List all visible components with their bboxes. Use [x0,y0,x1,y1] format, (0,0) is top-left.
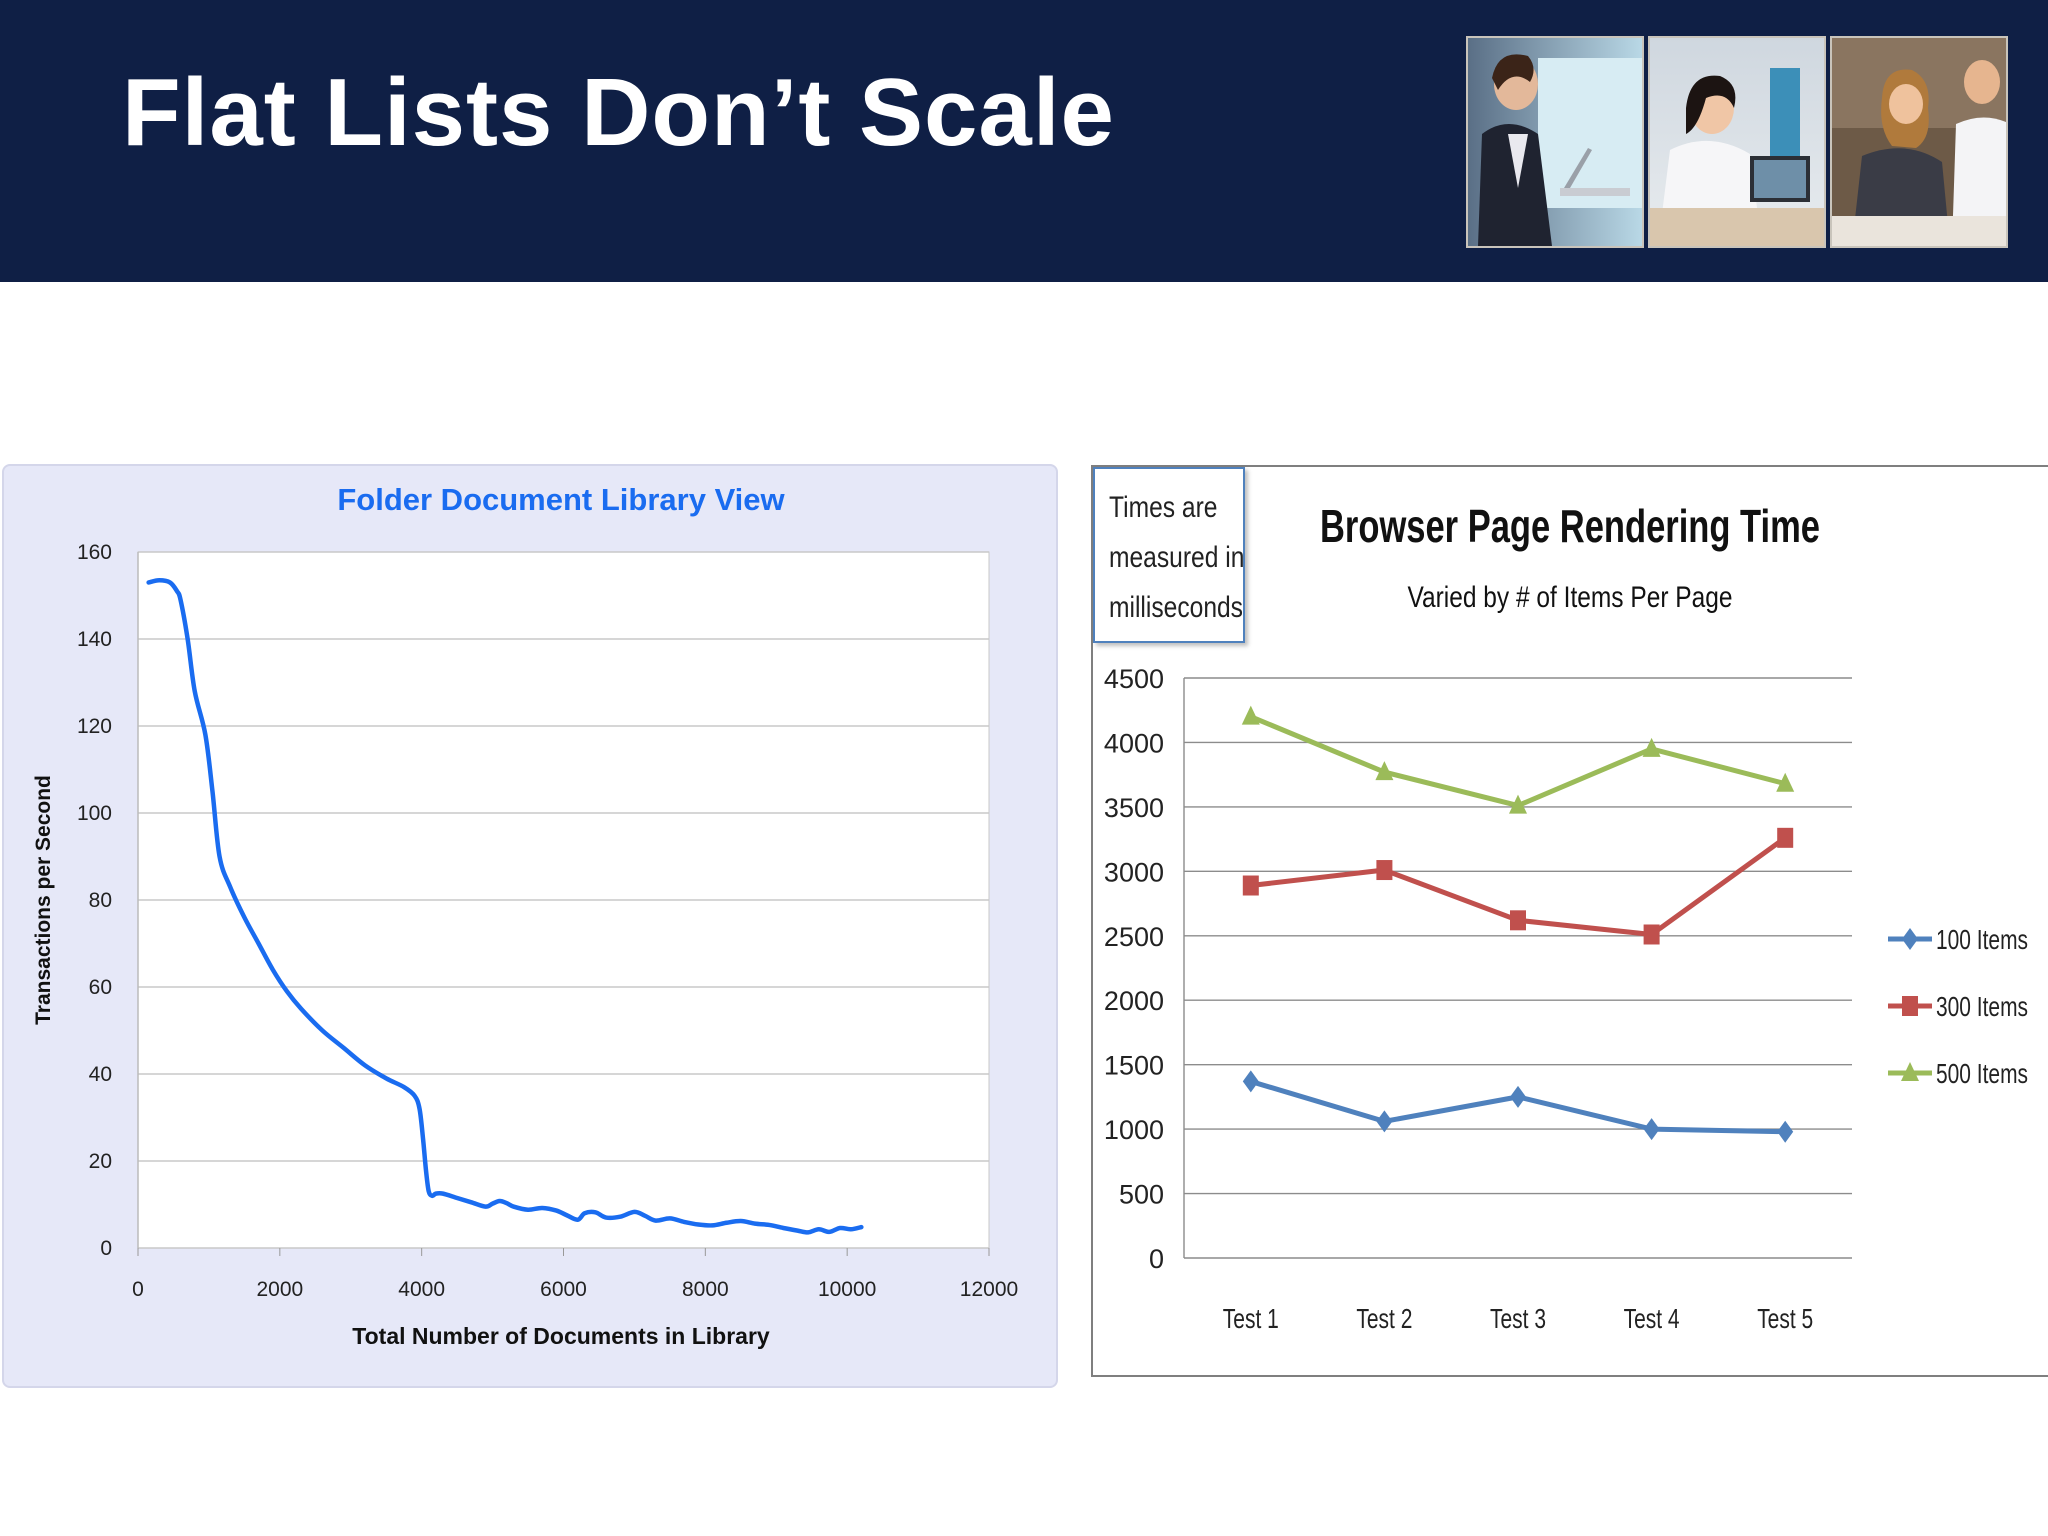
note-line-2: measured in [1109,541,1245,574]
right-legend: 100 Items 300 Items 500 Items [1888,924,2028,1089]
right-y-tick-label: 3000 [1104,857,1164,887]
slide-title: Flat Lists Don’t Scale [122,59,1115,166]
legend-marker [1902,928,1918,950]
right-y-tick-label: 4000 [1104,728,1164,758]
title-bar: Flat Lists Don’t Scale [0,0,2048,282]
left-y-tick-label: 120 [77,715,112,738]
right-data-point [1241,705,1260,725]
right-y-tick-label: 2500 [1104,922,1164,952]
right-data-point [1509,794,1527,814]
right-y-tick-label: 1500 [1104,1051,1164,1081]
left-series-line [146,578,864,1235]
header-photo-strip [1468,38,2010,246]
legend-label: 300 Items [1936,991,2028,1022]
right-y-tick-label: 0 [1149,1244,1164,1274]
left-x-tick-labels: 0 2000 4000 6000 8000 10000 12000 [132,1278,1018,1301]
legend-marker [1901,1062,1919,1081]
left-x-tick-label: 4000 [398,1278,445,1301]
right-series-line [1249,714,1786,809]
left-x-tick-label: 12000 [960,1278,1018,1301]
legend-marker [1902,996,1918,1016]
left-y-axis-label: Transactions per Second [32,775,55,1025]
right-y-tick-label: 3500 [1104,793,1164,823]
note-line-1: Times are [1109,491,1218,524]
right-x-tick-label: Test 5 [1757,1303,1813,1334]
left-y-tick-label: 40 [89,1063,112,1086]
right-x-tick-label: Test 2 [1356,1303,1412,1334]
photo-woman-at-desk [1650,38,1824,246]
right-gridlines [1183,677,1852,1259]
left-x-tick-label: 0 [132,1278,144,1301]
left-series-group [146,578,864,1235]
right-y-tick-label: 1000 [1104,1115,1164,1145]
left-y-tick-label: 160 [77,541,112,564]
right-data-point [1777,827,1794,848]
right-data-point [1510,1085,1526,1108]
left-y-tick-label: 140 [77,628,112,651]
right-data-point [1643,924,1660,945]
folder-library-chart-panel: 0 20 40 60 80 100 120 140 160 0 2000 4000 6000 8000 1… [2,464,1058,1388]
right-y-tick-label: 4500 [1104,664,1164,694]
left-x-tick-label: 8000 [682,1278,729,1301]
right-x-tick-label: Test 4 [1624,1303,1680,1334]
right-data-point [1776,772,1795,792]
rendering-time-line-chart: 0 500 1000 1500 2000 2500 3000 3500 4000 4500 Tes… [1104,500,2028,1334]
left-y-tick-labels: 0 20 40 60 80 100 120 140 160 [77,541,112,1260]
right-x-tick-label: Test 3 [1490,1303,1546,1334]
left-y-tick-label: 100 [77,802,112,825]
left-y-tick-label: 0 [100,1237,112,1260]
right-y-tick-labels: 0 500 1000 1500 2000 2500 3000 3500 4000 4500 [1104,664,1164,1274]
right-data-point [1375,761,1394,781]
left-chart-title: Folder Document Library View [337,482,785,517]
photo-woman-at-laptop [1468,38,1642,246]
right-series-group [1241,705,1795,1143]
left-y-tick-label: 20 [89,1150,112,1173]
right-data-point [1643,1118,1660,1141]
right-x-tick-label: Test 1 [1223,1303,1279,1334]
left-gridlines [137,551,990,1256]
legend-label: 500 Items [1936,1058,2028,1089]
photo-business-meeting [1832,38,2006,246]
right-y-tick-label: 500 [1119,1180,1164,1210]
right-data-point [1376,860,1393,881]
left-y-tick-label: 80 [89,889,112,912]
right-data-point [1242,1070,1259,1093]
right-data-point [1642,737,1661,757]
left-x-tick-label: 10000 [818,1278,876,1301]
rendering-time-chart-panel: 0 500 1000 1500 2000 2500 3000 3500 4000 4500 Tes… [1091,465,2048,1377]
right-chart-subtitle: Varied by # of Items Per Page [1408,581,1733,614]
units-note-box: Times are measured in milliseconds [1093,467,1245,643]
note-line-3: milliseconds [1109,591,1243,624]
right-data-point [1376,1110,1393,1133]
left-y-tick-label: 60 [89,976,112,999]
left-x-tick-label: 2000 [256,1278,303,1301]
legend-label: 100 Items [1936,924,2028,955]
right-data-point [1510,910,1526,931]
right-x-tick-labels: Test 1 Test 2 Test 3 Test 4 Test 5 [1223,1303,1813,1334]
right-data-point [1242,875,1259,896]
right-chart-title: Browser Page Rendering Time [1320,500,1820,552]
left-x-tick-label: 6000 [540,1278,587,1301]
folder-library-line-chart: 0 20 40 60 80 100 120 140 160 0 2000 4000 6000 8000 1… [32,482,1018,1349]
left-x-axis-label: Total Number of Documents in Library [352,1323,770,1349]
right-data-point [1777,1120,1794,1143]
right-y-tick-label: 2000 [1104,986,1164,1016]
